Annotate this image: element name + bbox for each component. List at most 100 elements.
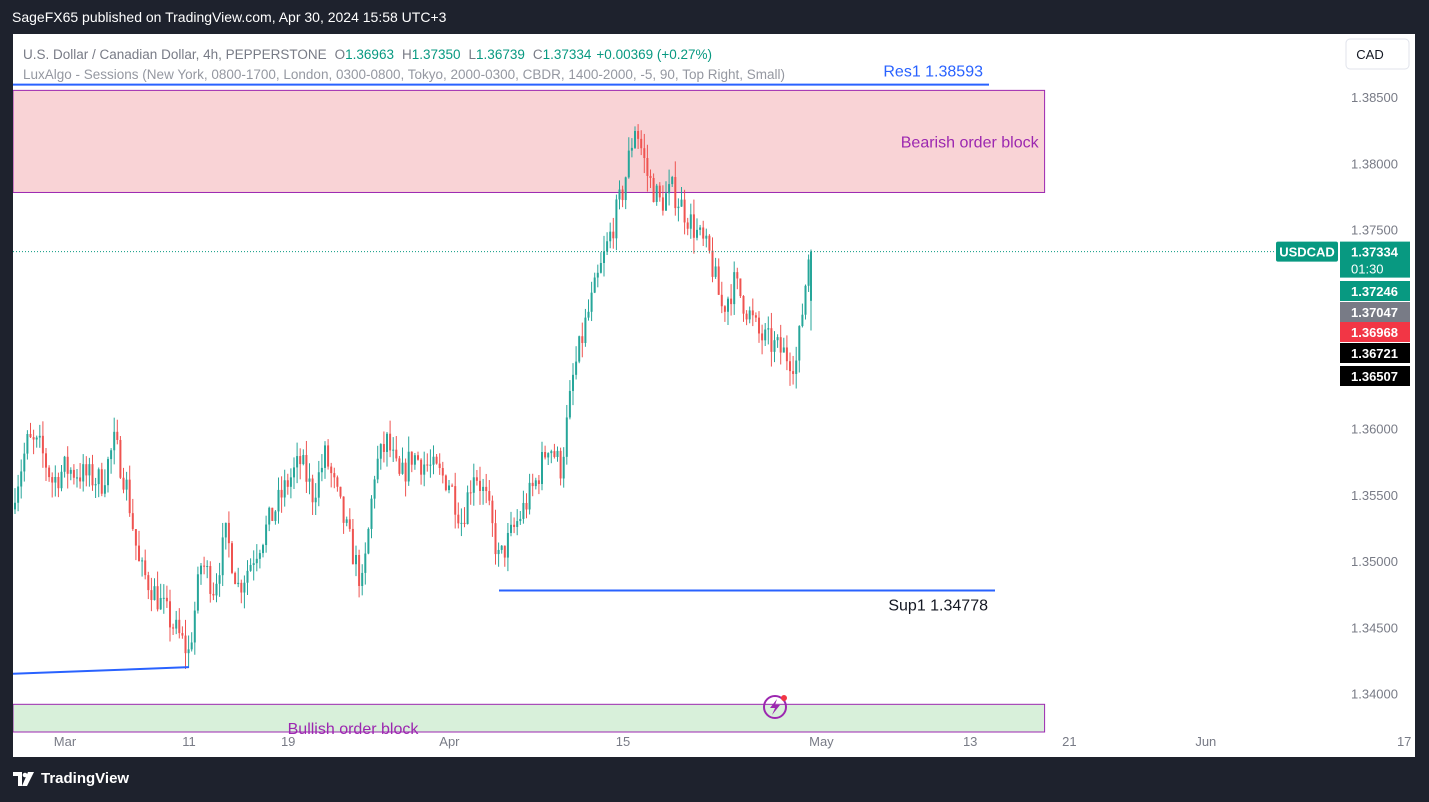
candle[interactable] (218, 562, 221, 597)
candle[interactable] (531, 473, 534, 497)
chart-panel[interactable]: Bearish order block Bullish order block R… (13, 34, 1415, 757)
candle[interactable] (196, 566, 199, 614)
candle[interactable] (556, 446, 559, 462)
candle[interactable] (761, 324, 764, 355)
candle[interactable] (534, 477, 537, 490)
candle[interactable] (113, 417, 116, 465)
candle[interactable] (32, 429, 35, 455)
candle[interactable] (203, 556, 206, 575)
candle[interactable] (689, 203, 692, 239)
candle[interactable] (190, 632, 193, 652)
candle[interactable] (764, 323, 767, 347)
candle[interactable] (320, 454, 323, 482)
candle[interactable] (485, 473, 488, 504)
candle[interactable] (110, 448, 113, 474)
candle[interactable] (807, 254, 810, 292)
candle[interactable] (637, 124, 640, 149)
candle[interactable] (680, 187, 683, 207)
candle[interactable] (144, 549, 147, 580)
candle[interactable] (733, 261, 736, 315)
candle[interactable] (293, 457, 295, 489)
candle[interactable] (603, 235, 605, 277)
candle[interactable] (466, 485, 469, 525)
candle[interactable] (125, 471, 128, 501)
candle[interactable] (54, 465, 57, 497)
candle[interactable] (57, 472, 60, 498)
candle[interactable] (475, 470, 478, 486)
candle[interactable] (779, 324, 782, 365)
candle[interactable] (770, 312, 773, 367)
candle[interactable] (172, 623, 175, 635)
candle[interactable] (711, 237, 714, 283)
candle[interactable] (330, 462, 333, 488)
candle[interactable] (429, 449, 432, 478)
candle[interactable] (661, 185, 664, 216)
candle[interactable] (665, 181, 667, 211)
candle[interactable] (76, 468, 78, 488)
candle[interactable] (773, 331, 776, 363)
candle[interactable] (382, 431, 385, 463)
candle[interactable] (159, 583, 162, 610)
candle[interactable] (522, 490, 525, 524)
candle[interactable] (621, 185, 624, 208)
candle[interactable] (128, 465, 131, 517)
candle[interactable] (342, 496, 345, 534)
candle[interactable] (460, 508, 463, 537)
candle[interactable] (550, 449, 553, 464)
candle[interactable] (367, 527, 370, 555)
candle[interactable] (494, 509, 497, 565)
candle[interactable] (792, 355, 795, 385)
candle[interactable] (519, 510, 522, 525)
candle[interactable] (767, 316, 770, 345)
candle[interactable] (758, 311, 760, 343)
candle[interactable] (739, 278, 742, 298)
candle[interactable] (655, 183, 658, 206)
candle[interactable] (280, 476, 283, 513)
candle[interactable] (544, 445, 547, 460)
candle[interactable] (333, 467, 336, 489)
candle[interactable] (432, 445, 435, 475)
candle[interactable] (184, 619, 187, 669)
candle[interactable] (314, 483, 317, 516)
legend-indicator[interactable]: LuxAlgo - Sessions (New York, 0800-1700,… (23, 67, 785, 82)
candle[interactable] (562, 447, 565, 488)
candle[interactable] (246, 560, 249, 596)
candle[interactable] (624, 176, 627, 210)
candle[interactable] (82, 454, 85, 492)
candle[interactable] (258, 549, 261, 569)
candle[interactable] (720, 281, 723, 314)
candle[interactable] (795, 346, 798, 389)
candle[interactable] (63, 455, 66, 478)
candle[interactable] (528, 473, 531, 515)
candle[interactable] (289, 468, 292, 499)
candle[interactable] (727, 296, 729, 326)
candle[interactable] (38, 424, 41, 448)
candle[interactable] (417, 451, 419, 461)
candle[interactable] (395, 436, 398, 462)
candle[interactable] (782, 337, 785, 353)
candle[interactable] (156, 571, 159, 612)
candle[interactable] (798, 325, 801, 373)
candle[interactable] (488, 480, 491, 506)
candle[interactable] (565, 404, 568, 465)
candle[interactable] (742, 295, 745, 322)
candle[interactable] (231, 541, 233, 575)
candle[interactable] (243, 575, 246, 609)
candle[interactable] (699, 224, 702, 236)
candle[interactable] (407, 436, 410, 486)
candle[interactable] (630, 138, 633, 158)
candle[interactable] (708, 234, 711, 254)
candle[interactable] (392, 437, 395, 462)
candle[interactable] (457, 502, 460, 529)
candle[interactable] (584, 308, 587, 347)
candle[interactable] (525, 493, 528, 519)
candle[interactable] (714, 257, 717, 279)
candle[interactable] (131, 498, 134, 531)
candle[interactable] (627, 137, 630, 179)
candle[interactable] (138, 530, 140, 562)
candle[interactable] (683, 189, 686, 235)
candle[interactable] (413, 452, 416, 470)
candle[interactable] (23, 442, 26, 482)
candle[interactable] (193, 601, 196, 655)
candle[interactable] (370, 495, 373, 539)
